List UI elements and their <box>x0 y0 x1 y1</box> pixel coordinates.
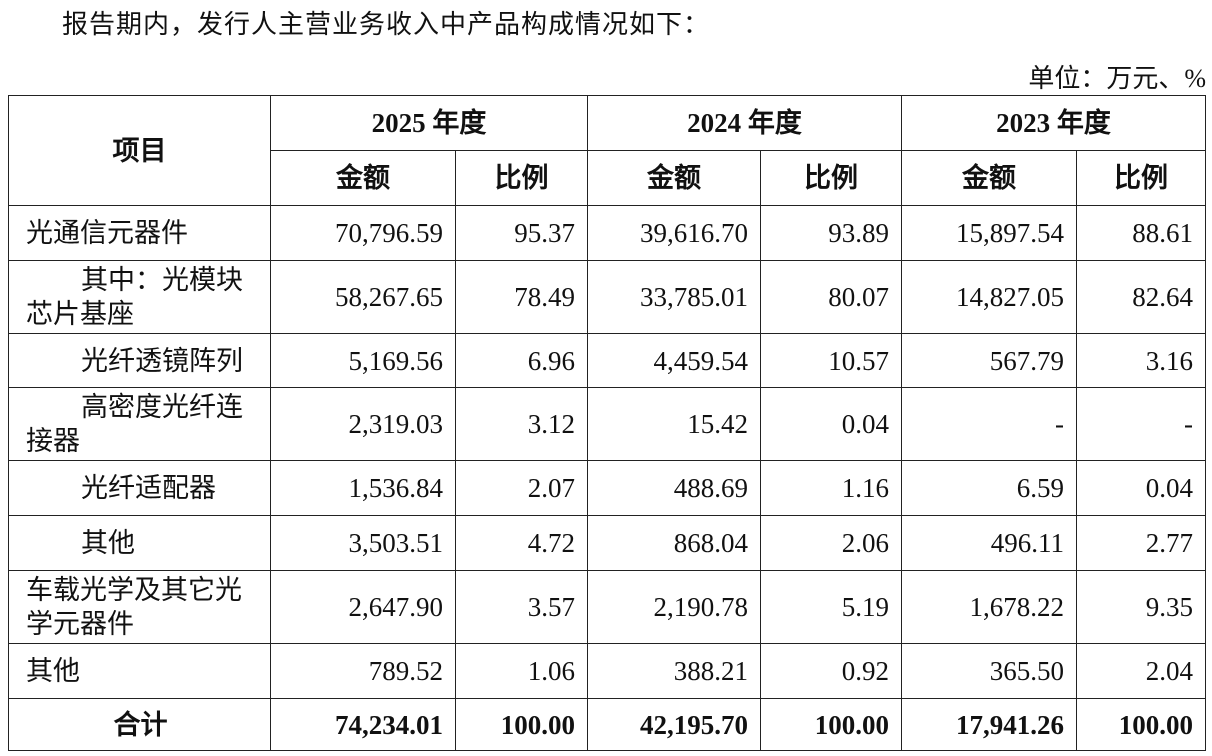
cell: 365.50 <box>901 643 1077 699</box>
cell: 15,897.54 <box>901 205 1077 261</box>
cell: - <box>1076 387 1206 461</box>
cell: 58,267.65 <box>270 260 456 334</box>
cell: 3,503.51 <box>270 515 456 571</box>
sub-header: 金额 <box>270 150 456 206</box>
cell: 496.11 <box>901 515 1077 571</box>
cell: 15.42 <box>587 387 761 461</box>
cell: 100.00 <box>1076 698 1206 751</box>
row-label: 光纤适配器 <box>8 460 271 516</box>
cell: 3.16 <box>1076 333 1206 388</box>
row-label: 其中：光模块芯片基座 <box>8 260 271 334</box>
table-row: 车载光学及其它光学元器件 2,647.90 3.57 2,190.78 5.19 1,67… <box>8 570 1206 644</box>
table-row: 光通信元器件 70,796.59 95.37 39,616.70 93.89 15,897… <box>8 205 1206 261</box>
cell: 388.21 <box>587 643 761 699</box>
cell: 5,169.56 <box>270 333 456 388</box>
cell: 4.72 <box>455 515 588 571</box>
cell: 567.79 <box>901 333 1077 388</box>
cell: 78.49 <box>455 260 588 334</box>
row-label: 合计 <box>8 698 271 751</box>
year-header: 2023 年度 <box>901 95 1206 151</box>
cell: 2,319.03 <box>270 387 456 461</box>
row-label: 光纤透镜阵列 <box>8 333 271 388</box>
table-row: 光纤透镜阵列 5,169.56 6.96 4,459.54 10.57 567.79 3.1… <box>8 333 1206 388</box>
sub-header: 比例 <box>760 150 902 206</box>
row-label: 其他 <box>8 643 271 699</box>
revenue-table: 项目 2025 年度 2024 年度 2023 年度 金额 比例 金额 比例 金额 比例 … <box>8 95 1206 751</box>
cell: 88.61 <box>1076 205 1206 261</box>
cell: 2,190.78 <box>587 570 761 644</box>
cell: 5.19 <box>760 570 902 644</box>
cell: 3.57 <box>455 570 588 644</box>
cell: 3.12 <box>455 387 588 461</box>
cell: 1,678.22 <box>901 570 1077 644</box>
row-label: 其他 <box>8 515 271 571</box>
cell: 93.89 <box>760 205 902 261</box>
cell: 6.59 <box>901 460 1077 516</box>
row-label: 高密度光纤连接器 <box>8 387 271 461</box>
cell: 82.64 <box>1076 260 1206 334</box>
table-row: 其中：光模块芯片基座 58,267.65 78.49 33,785.01 80.07 14… <box>8 260 1206 334</box>
cell: 4,459.54 <box>587 333 761 388</box>
row-label: 车载光学及其它光学元器件 <box>8 570 271 644</box>
cell: 0.04 <box>760 387 902 461</box>
cell: 868.04 <box>587 515 761 571</box>
unit-text: 单位：万元、% <box>1028 64 1206 93</box>
cell: 42,195.70 <box>587 698 761 751</box>
cell: 95.37 <box>455 205 588 261</box>
table-row: 其他 789.52 1.06 388.21 0.92 365.50 2.04 <box>8 643 1206 699</box>
cell: 80.07 <box>760 260 902 334</box>
header-cell: 项目 <box>8 95 271 206</box>
sub-header: 金额 <box>587 150 761 206</box>
cell: 2,647.90 <box>270 570 456 644</box>
cell: 9.35 <box>1076 570 1206 644</box>
sub-header: 比例 <box>455 150 588 206</box>
cell: 1.06 <box>455 643 588 699</box>
table-row: 合计 74,234.01 100.00 42,195.70 100.00 17,941.2… <box>8 698 1206 751</box>
cell: 6.96 <box>455 333 588 388</box>
table-row: 光纤适配器 1,536.84 2.07 488.69 1.16 6.59 0.04 <box>8 460 1206 516</box>
cell: 0.92 <box>760 643 902 699</box>
cell: 789.52 <box>270 643 456 699</box>
cell: 1.16 <box>760 460 902 516</box>
sub-header: 金额 <box>901 150 1077 206</box>
cell: 0.04 <box>1076 460 1206 516</box>
sub-header: 比例 <box>1076 150 1206 206</box>
cell: 100.00 <box>760 698 902 751</box>
cell: - <box>901 387 1077 461</box>
cell: 10.57 <box>760 333 902 388</box>
year-header: 2024 年度 <box>587 95 902 151</box>
cell: 14,827.05 <box>901 260 1077 334</box>
cell: 33,785.01 <box>587 260 761 334</box>
cell: 2.07 <box>455 460 588 516</box>
cell: 17,941.26 <box>901 698 1077 751</box>
intro-text: 报告期内，发行人主营业务收入中产品构成情况如下： <box>62 10 711 39</box>
row-label: 光通信元器件 <box>8 205 271 261</box>
cell: 2.04 <box>1076 643 1206 699</box>
cell: 39,616.70 <box>587 205 761 261</box>
cell: 100.00 <box>455 698 588 751</box>
cell: 488.69 <box>587 460 761 516</box>
table-row: 其他 3,503.51 4.72 868.04 2.06 496.11 2.77 <box>8 515 1206 571</box>
cell: 2.77 <box>1076 515 1206 571</box>
cell: 2.06 <box>760 515 902 571</box>
cell: 70,796.59 <box>270 205 456 261</box>
table-row: 高密度光纤连接器 2,319.03 3.12 15.42 0.04- - <box>8 387 1206 461</box>
cell: 74,234.01 <box>270 698 456 751</box>
cell: 1,536.84 <box>270 460 456 516</box>
year-header: 2025 年度 <box>270 95 588 151</box>
